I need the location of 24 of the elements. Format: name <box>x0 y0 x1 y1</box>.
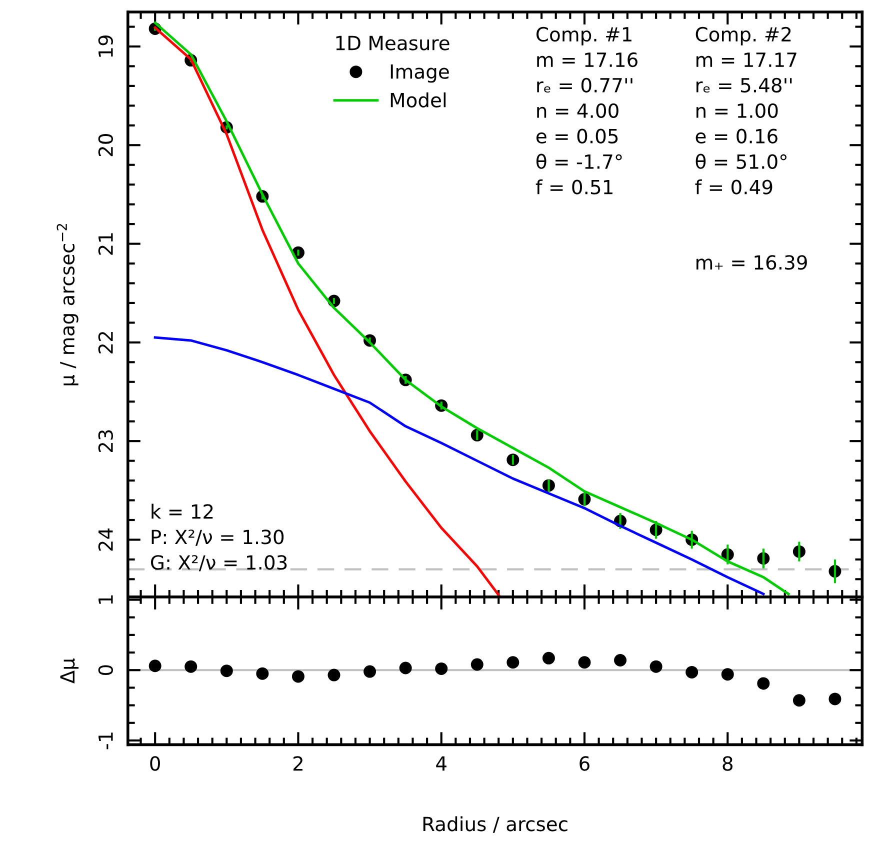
legend-label: Model <box>390 92 446 108</box>
annotation: m₊ = 16.39 <box>696 255 807 270</box>
y-tick-label: 21 <box>98 233 113 255</box>
x-tick-label: 8 <box>722 756 732 771</box>
annotation: Comp. #2 m = 17.17 rₑ = 5.48'' n = 1.00 e = 0.16 θ = 51.0° f = 0.49 <box>695 26 796 194</box>
y-tick-label: 20 <box>98 134 114 156</box>
y-tick-label: 0 <box>98 665 114 676</box>
y-tick-label: -1 <box>98 732 113 750</box>
y-tick-label: 19 <box>98 35 114 57</box>
annotation: k = 12 P: X²/ν = 1.30 G: X²/ν = 1.03 <box>151 504 287 572</box>
y-tick-label: 23 <box>98 430 114 452</box>
y-tick-label: 24 <box>98 528 113 551</box>
x-tick-label: 2 <box>293 756 302 771</box>
legend-title: 1D Measure <box>336 36 450 50</box>
y-axis-title: μ / mag arcsec$^{−2}$ <box>56 224 78 386</box>
legend-label: Image <box>390 64 449 83</box>
x-axis-title: Radius / arcsec <box>423 816 568 833</box>
y-tick-label: 1 <box>98 595 113 604</box>
x-tick-label: 0 <box>150 756 160 771</box>
y-axis-title: Δμ <box>60 658 79 684</box>
y-tick-label: 22 <box>98 332 113 354</box>
x-tick-label: 4 <box>436 756 446 771</box>
x-tick-label: 6 <box>580 756 590 771</box>
annotation: Comp. #1 m = 17.16 rₑ = 0.77'' n = 4.00 e = 0.05 θ = -1.7° f = 0.51 <box>536 26 638 194</box>
